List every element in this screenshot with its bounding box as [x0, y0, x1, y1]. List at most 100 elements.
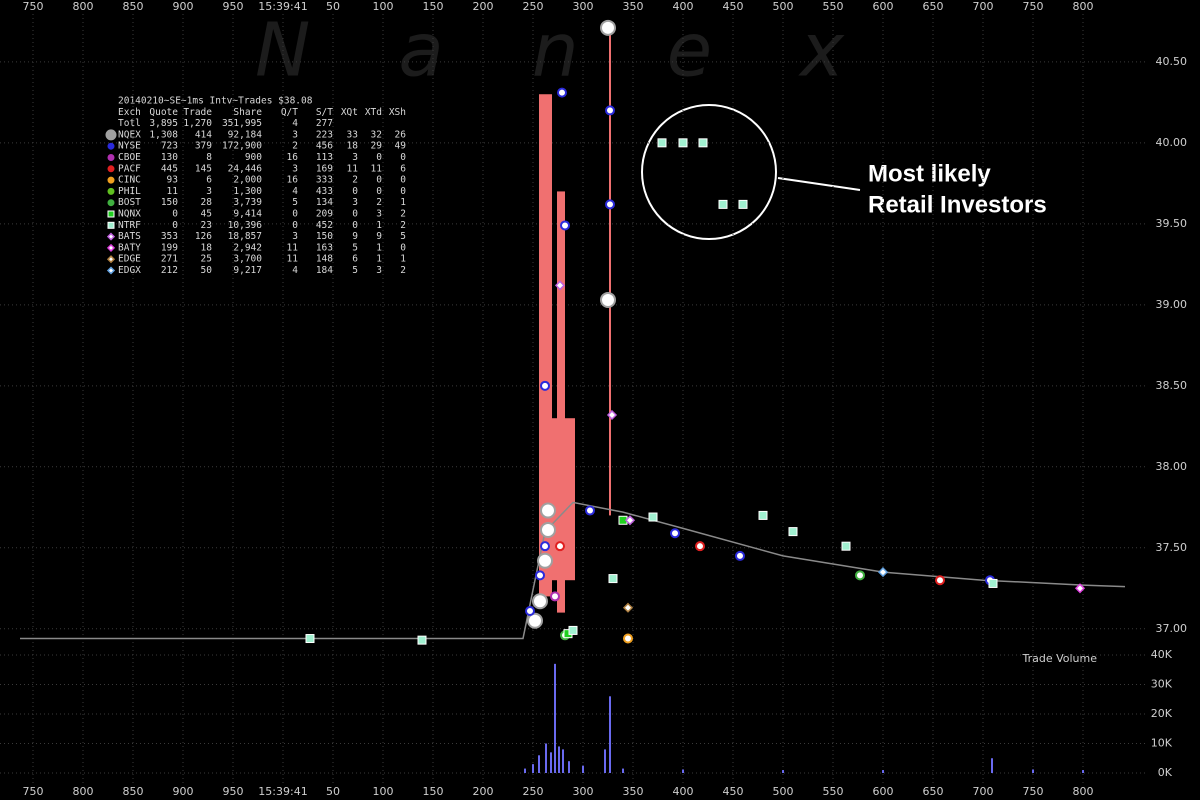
table-cell: 8	[206, 152, 212, 163]
table-cell: 33	[347, 129, 358, 140]
table-cell: 351,995	[222, 118, 262, 129]
annotation: Most likely	[868, 160, 991, 187]
table-cell: 2	[352, 175, 358, 186]
table-cell: 169	[316, 163, 333, 174]
volume-bar	[1082, 770, 1084, 773]
x-tick-label: 250	[523, 785, 544, 798]
y-tick-label: 40K	[1151, 648, 1173, 661]
watermark: Nanex	[255, 8, 932, 94]
table-cell: 28	[201, 197, 213, 208]
x-tick-label: 800	[73, 0, 94, 13]
table-cell: 353	[161, 231, 178, 242]
x-tick-label: 850	[123, 0, 144, 13]
table-cell: Exch	[118, 107, 141, 118]
table-cell: 150	[161, 197, 178, 208]
table-cell: 172,900	[222, 141, 262, 152]
legend-marker	[107, 210, 115, 218]
x-tick-label: 750	[23, 0, 44, 13]
legend-marker	[107, 176, 115, 184]
x-tick-label: 750	[1023, 785, 1044, 798]
trade-point	[568, 625, 578, 635]
x-tick-label: 350	[623, 0, 644, 13]
volume-bar	[524, 768, 526, 773]
table-cell: 25	[201, 254, 212, 265]
table-cell: 0	[352, 186, 358, 197]
trade-point	[735, 550, 745, 561]
volume-bar	[554, 663, 556, 773]
table-cell: 10,396	[228, 220, 263, 231]
table-cell: PHIL	[118, 186, 141, 197]
table-cell: 3	[292, 163, 298, 174]
table-cell: 184	[316, 265, 333, 276]
volume-bar	[622, 768, 624, 773]
table-cell: 212	[161, 265, 178, 276]
table-cell: 0	[400, 175, 406, 186]
table-cell: 9,217	[233, 265, 262, 276]
table-cell: 3	[352, 152, 358, 163]
table-cell: 130	[161, 152, 178, 163]
table-cell: BATY	[118, 242, 141, 253]
table-cell: 93	[167, 175, 178, 186]
legend-marker	[107, 187, 115, 195]
table-cell: 3,739	[233, 197, 262, 208]
volume-bar	[991, 758, 993, 773]
volume-bar	[782, 770, 784, 773]
table-cell: 0	[376, 175, 382, 186]
y-tick-label: 39.50	[1156, 217, 1188, 230]
y-tick-label: 38.00	[1156, 460, 1188, 473]
y-tick-label: 0K	[1158, 766, 1173, 779]
table-cell: 433	[316, 186, 333, 197]
table-cell: 11	[287, 242, 299, 253]
table-cell: 209	[316, 209, 333, 220]
table-cell: 16	[287, 175, 299, 186]
table-cell: NQEX	[118, 129, 141, 140]
table-cell: 1	[400, 254, 406, 265]
trade-point	[788, 527, 798, 537]
table-cell: 1	[376, 242, 382, 253]
table-cell: 3,700	[233, 254, 262, 265]
trade-point	[841, 541, 851, 551]
y-tick-label: 10K	[1151, 737, 1173, 750]
spread	[539, 94, 552, 597]
table-cell: 900	[245, 152, 262, 163]
table-cell: 11	[167, 186, 179, 197]
x-tick-label: 800	[73, 785, 94, 798]
table-cell: 6	[400, 163, 406, 174]
table-cell: 11	[347, 163, 359, 174]
x-tick-label: 300	[573, 785, 594, 798]
trade-point	[670, 528, 680, 539]
table-cell: 2	[400, 220, 406, 231]
table-cell: 16	[287, 152, 299, 163]
table-cell: Quote	[149, 107, 178, 118]
trade-point	[560, 220, 570, 231]
table-cell: 126	[195, 231, 212, 242]
legend-marker	[107, 199, 115, 207]
trade-point	[606, 409, 618, 421]
legend-marker	[107, 142, 115, 150]
trade-point	[532, 593, 548, 610]
table-cell: 199	[161, 242, 178, 253]
table-cell: 24,446	[228, 163, 263, 174]
trade-point	[624, 515, 636, 526]
x-tick-label: 600	[873, 0, 894, 13]
x-tick-label: 150	[423, 0, 444, 13]
table-cell: 9	[376, 231, 382, 242]
x-tick-label: 500	[773, 0, 794, 13]
table-cell: 49	[395, 141, 407, 152]
table-cell: Share	[233, 107, 262, 118]
x-tick-label: 100	[373, 785, 394, 798]
table-cell: 11	[287, 254, 299, 265]
volume-bar	[545, 743, 547, 773]
table-cell: 0	[292, 220, 298, 231]
legend-marker	[106, 266, 116, 275]
x-tick-label: 800	[1073, 785, 1094, 798]
table-title: 20140210~SE~1ms Intv~Trades $38.08	[118, 96, 313, 107]
table-cell: 0	[400, 186, 406, 197]
table-cell: 452	[316, 220, 333, 231]
trade-point	[988, 578, 998, 588]
volume-label: Trade Volume	[1021, 652, 1097, 665]
legend-marker	[106, 232, 116, 241]
table-cell: 2	[400, 209, 406, 220]
volume-bar	[558, 746, 560, 773]
